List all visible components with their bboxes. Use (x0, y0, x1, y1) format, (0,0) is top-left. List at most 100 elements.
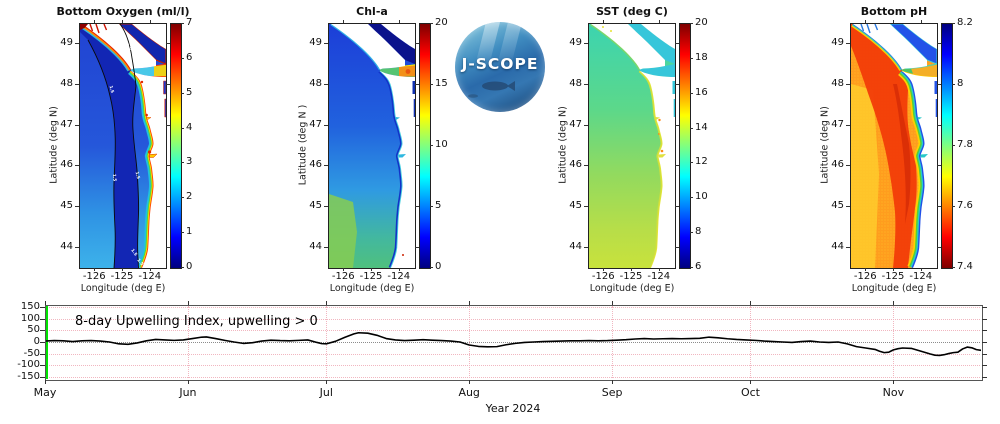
colorbar (941, 23, 953, 269)
map-plot-area (328, 23, 416, 269)
y-tick-label: 44 (569, 240, 582, 252)
y-tick (40, 318, 45, 320)
x-tick-label: -124 (387, 271, 411, 282)
y-tick (846, 165, 850, 167)
colorbar-tick (181, 162, 184, 164)
x-tick-label: -126 (591, 271, 615, 282)
y-tick (324, 206, 328, 207)
y-tick (415, 124, 419, 126)
oxygen-contour-labels: 1.5 1.5 1.5 1.5 1.5 1.5 (109, 42, 145, 266)
colorbar-tick-label: 18 (695, 51, 708, 63)
month-tick (469, 301, 471, 305)
y-tick (75, 124, 79, 126)
y-tick-label: 49 (831, 37, 844, 49)
x-tick (122, 268, 123, 271)
x-tick-label: -126 (82, 271, 106, 282)
month-label: Aug (458, 386, 480, 399)
y-tick (584, 165, 588, 167)
y-tick (937, 43, 941, 45)
colorbar-tick (952, 145, 955, 146)
y-tick (675, 206, 679, 207)
colorbar-tick-label: 7.8 (957, 139, 973, 150)
y-tick (937, 84, 941, 85)
svg-text:1.5: 1.5 (112, 174, 118, 182)
x-tick-label: -126 (853, 271, 877, 282)
map-plot-area (588, 23, 676, 269)
month-gridline (326, 306, 328, 378)
x-axis-label: Longitude (deg E) (80, 283, 166, 294)
colorbar-tick (430, 267, 433, 268)
timeseries-title: 8-day Upwelling Index, upwelling > 0 (75, 314, 318, 329)
colorbar-tick (181, 57, 184, 59)
month-tick (469, 380, 471, 384)
colorbar-tick (181, 127, 184, 129)
y-tick-label: 50 (27, 324, 40, 336)
x-tick (631, 268, 632, 271)
map-title: Bottom pH (860, 5, 928, 18)
colorbar-tick-label: 0 (186, 261, 193, 272)
zero-gridline (46, 342, 980, 343)
y-tick-label: 45 (60, 200, 73, 211)
sst-map (589, 24, 675, 268)
y-tick (75, 84, 79, 85)
x-tick (371, 20, 372, 23)
y-tick (584, 84, 588, 85)
x-tick (343, 268, 345, 271)
x-axis-label: Longitude (deg E) (329, 283, 415, 294)
chl-a-map (329, 24, 415, 268)
y-tick-label: 44 (60, 240, 73, 252)
y-tick-label: 45 (831, 200, 844, 211)
colorbar-tick-label: 1 (186, 226, 193, 238)
upwelling-index-line (45, 331, 981, 357)
y-tick (846, 124, 850, 126)
panel-chl-a: Chl-a Latitude (deg N ) (250, 0, 482, 300)
bottom-oxygen-map: 1.5 1.5 1.5 1.5 1.5 1.5 (80, 24, 166, 268)
colorbar-tick-label: 10 (435, 139, 448, 150)
month-tick (750, 380, 752, 384)
x-tick (658, 20, 660, 23)
colorbar-tick (690, 232, 693, 234)
y-tick-label: 48 (831, 78, 844, 89)
x-tick (893, 268, 894, 271)
svg-text:1.5: 1.5 (109, 85, 116, 94)
x-tick (398, 268, 400, 271)
y-tick (75, 43, 79, 45)
x-axis-label: Longitude (deg E) (851, 283, 937, 294)
x-tick (893, 20, 894, 23)
y-tick (584, 124, 588, 126)
y-gridline (46, 353, 980, 355)
x-tick (631, 20, 632, 23)
x-tick (920, 20, 922, 23)
y-tick (846, 246, 850, 248)
colorbar-tick-label: 20 (435, 17, 448, 28)
y-tick-label: 45 (309, 200, 322, 211)
month-tick (45, 380, 46, 384)
y-tick (75, 246, 79, 248)
colorbar-tick (181, 267, 184, 268)
map-plot-area (850, 23, 938, 269)
y-tick (937, 246, 941, 248)
y-tick-label: 48 (569, 78, 582, 89)
colorbar-tick-label: 6 (186, 51, 193, 63)
y-tick (415, 43, 419, 45)
y-tick (584, 246, 588, 248)
month-tick (187, 380, 189, 384)
colorbar-tick-label: 5 (186, 86, 193, 98)
colorbar-tick (690, 127, 693, 129)
x-tick-label: -124 (909, 271, 933, 282)
month-tick (326, 380, 328, 384)
y-gridline (46, 318, 980, 320)
y-tick-label: 48 (60, 78, 73, 89)
colorbar-tick (690, 57, 693, 59)
colorbar-tick-label: 8 (695, 226, 702, 238)
colorbar (679, 23, 691, 269)
y-tick (937, 124, 941, 126)
x-tick-label: -125 (359, 271, 383, 282)
colorbar-tick-label: 12 (695, 156, 708, 168)
month-tick (187, 301, 189, 305)
x-tick-label: -126 (331, 271, 355, 282)
y-tick (166, 124, 170, 126)
colorbar-tick (690, 162, 693, 164)
y-tick (40, 342, 45, 343)
